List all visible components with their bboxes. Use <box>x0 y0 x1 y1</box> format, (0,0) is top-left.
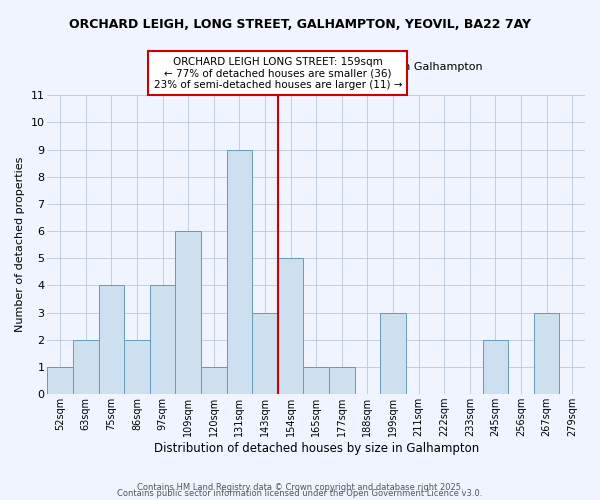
Bar <box>201 367 227 394</box>
Bar <box>73 340 98 394</box>
Bar <box>98 286 124 394</box>
Bar <box>534 312 559 394</box>
X-axis label: Distribution of detached houses by size in Galhampton: Distribution of detached houses by size … <box>154 442 479 455</box>
Text: ORCHARD LEIGH, LONG STREET, GALHAMPTON, YEOVIL, BA22 7AY: ORCHARD LEIGH, LONG STREET, GALHAMPTON, … <box>69 18 531 30</box>
Text: Contains HM Land Registry data © Crown copyright and database right 2025.: Contains HM Land Registry data © Crown c… <box>137 484 463 492</box>
Bar <box>380 312 406 394</box>
Bar <box>227 150 252 394</box>
Bar <box>278 258 304 394</box>
Bar <box>124 340 150 394</box>
Bar <box>150 286 175 394</box>
Bar <box>252 312 278 394</box>
Bar <box>482 340 508 394</box>
Bar <box>47 367 73 394</box>
Bar <box>304 367 329 394</box>
Bar <box>329 367 355 394</box>
Y-axis label: Number of detached properties: Number of detached properties <box>15 157 25 332</box>
Text: Contains public sector information licensed under the Open Government Licence v3: Contains public sector information licen… <box>118 490 482 498</box>
Bar <box>175 231 201 394</box>
Title: Size of property relative to detached houses in Galhampton: Size of property relative to detached ho… <box>149 62 483 72</box>
Text: ORCHARD LEIGH LONG STREET: 159sqm
← 77% of detached houses are smaller (36)
23% : ORCHARD LEIGH LONG STREET: 159sqm ← 77% … <box>154 56 402 90</box>
